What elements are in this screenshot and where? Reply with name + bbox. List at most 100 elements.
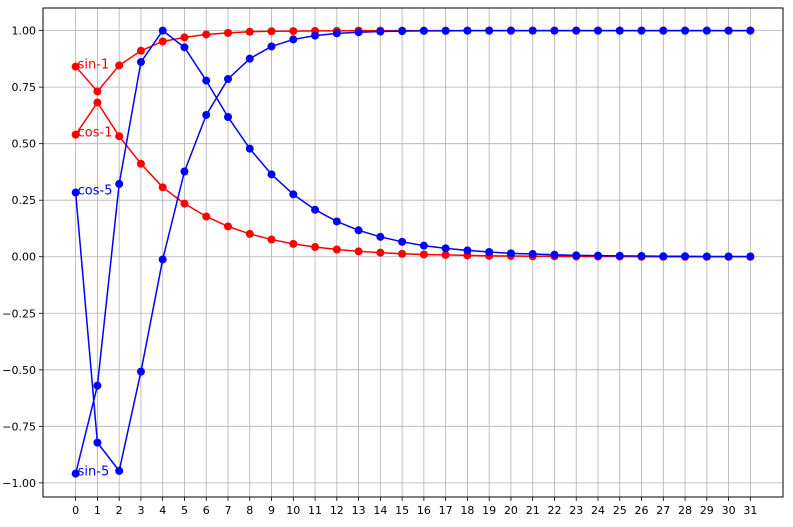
data-point-cos-5: [136, 367, 145, 376]
series-labels: sin-1 cos-1 cos-5 sin-5: [78, 58, 113, 480]
data-point-cos-5: [158, 255, 167, 264]
data-point-sin-1: [224, 28, 232, 37]
data-point-cos-1: [202, 212, 211, 221]
data-point-cos-5: [311, 31, 320, 40]
data-point-cos-5: [485, 26, 494, 35]
data-point-sin-5: [332, 217, 341, 226]
plot-background: [43, 8, 783, 497]
y-tick-label: 0.25: [12, 194, 37, 207]
series-label-cos-1: cos-1: [78, 126, 113, 141]
data-point-sin-1: [136, 46, 145, 55]
data-point-cos-1: [136, 159, 145, 168]
data-point-cos-5: [332, 29, 341, 38]
data-point-cos-1: [245, 229, 254, 238]
series-label-sin-5: sin-5: [78, 465, 110, 480]
data-point-sin-5: [224, 112, 232, 121]
data-point-sin-5: [376, 232, 385, 241]
data-point-cos-1: [267, 235, 276, 244]
data-point-sin-1: [245, 27, 254, 36]
data-point-sin-5: [550, 250, 559, 259]
series-layer: [71, 26, 755, 478]
x-tick-label: 14: [373, 504, 387, 517]
x-tick-label: 27: [656, 504, 670, 517]
data-point-cos-5: [724, 26, 733, 35]
x-tick-label: 28: [678, 504, 692, 517]
data-point-cos-5: [224, 75, 232, 84]
data-point-cos-1: [376, 248, 385, 257]
data-point-sin-5: [659, 252, 668, 261]
data-point-cos-1: [158, 183, 167, 192]
data-point-sin-1: [93, 87, 102, 96]
data-point-sin-1: [267, 27, 276, 36]
data-point-sin-5: [724, 252, 733, 261]
data-point-cos-5: [463, 26, 472, 35]
data-point-cos-1: [93, 98, 102, 107]
data-point-sin-1: [180, 33, 189, 42]
data-point-sin-5: [158, 26, 167, 35]
data-point-cos-5: [245, 54, 254, 63]
x-tick-label: 21: [526, 504, 540, 517]
x-tick-label: 20: [504, 504, 518, 517]
x-tick-label: 4: [159, 504, 166, 517]
data-point-cos-1: [180, 199, 189, 208]
x-tick-label: 26: [635, 504, 649, 517]
data-point-sin-5: [289, 190, 298, 199]
data-point-cos-5: [528, 26, 537, 35]
data-point-sin-5: [71, 469, 80, 478]
data-point-sin-5: [115, 179, 124, 188]
x-tick-label: 5: [181, 504, 188, 517]
x-tick-label: 31: [743, 504, 757, 517]
data-point-sin-5: [245, 144, 254, 153]
x-tick-label: 11: [308, 504, 322, 517]
data-point-cos-5: [202, 110, 211, 119]
x-tick-label: 1: [94, 504, 101, 517]
data-point-sin-1: [202, 30, 211, 39]
y-tick-label: 1.00: [12, 25, 37, 38]
data-point-sin-5: [485, 247, 494, 256]
series-cos-5: [71, 26, 755, 475]
x-tick-label: 25: [613, 504, 627, 517]
x-tick-label: 30: [722, 504, 736, 517]
data-point-cos-5: [637, 26, 646, 35]
data-point-cos-1: [398, 249, 407, 258]
data-point-sin-5: [419, 241, 428, 250]
data-point-sin-5: [746, 252, 755, 261]
x-tick-label: 23: [569, 504, 583, 517]
data-point-sin-5: [615, 251, 624, 260]
data-point-cos-5: [441, 26, 450, 35]
x-tick-label: 15: [395, 504, 409, 517]
data-point-cos-1: [289, 239, 298, 248]
data-point-cos-5: [594, 26, 602, 35]
y-tick-label: −0.75: [2, 420, 36, 433]
data-point-cos-5: [398, 27, 407, 36]
y-tick-label: −0.25: [2, 307, 36, 320]
data-point-cos-5: [659, 26, 668, 35]
x-tick-label: 24: [591, 504, 605, 517]
data-point-sin-5: [202, 76, 211, 85]
data-point-sin-5: [398, 237, 407, 246]
data-point-sin-5: [354, 226, 363, 235]
data-point-cos-5: [681, 26, 690, 35]
data-point-cos-1: [332, 245, 341, 254]
data-point-cos-5: [71, 188, 80, 197]
data-point-sin-5: [180, 43, 189, 52]
data-point-cos-5: [615, 26, 624, 35]
data-point-cos-5: [354, 28, 363, 37]
data-point-cos-5: [180, 167, 189, 176]
x-tick-label: 2: [116, 504, 123, 517]
data-point-cos-1: [311, 243, 320, 252]
data-point-sin-1: [289, 27, 298, 36]
data-point-sin-1: [158, 37, 167, 46]
y-tick-label: −1.00: [2, 477, 36, 490]
data-point-cos-1: [71, 130, 80, 139]
x-tick-label: 0: [72, 504, 79, 517]
data-point-sin-5: [594, 251, 602, 260]
data-point-cos-5: [702, 26, 711, 35]
x-tick-label: 6: [203, 504, 210, 517]
data-point-sin-5: [528, 250, 537, 259]
data-point-cos-5: [550, 26, 559, 35]
x-tick-label: 10: [286, 504, 300, 517]
data-point-sin-1: [115, 61, 124, 70]
x-tick-label: 22: [547, 504, 561, 517]
y-tick-label: 0.75: [12, 81, 37, 94]
